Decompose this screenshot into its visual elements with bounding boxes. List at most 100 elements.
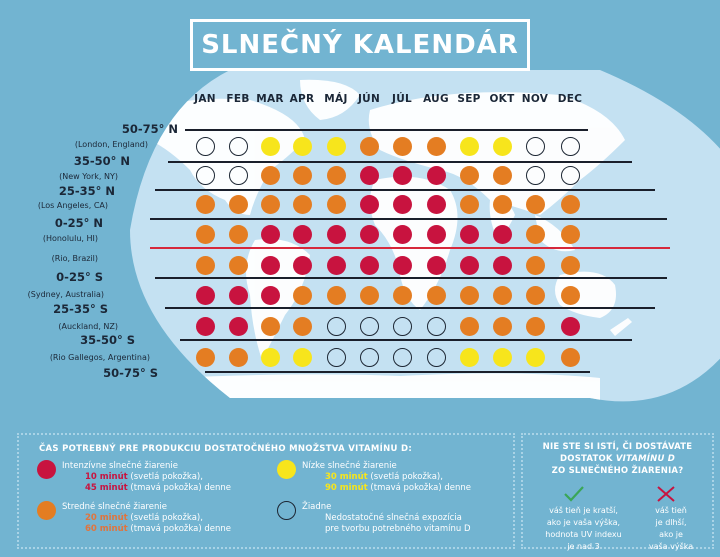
latitude-line [155, 277, 667, 279]
legend-detail: (svetlá pokožka), [127, 472, 203, 482]
sun-level-dot-medium [359, 285, 379, 305]
sun-level-dot-intense [228, 285, 248, 305]
latitude-line [180, 339, 632, 341]
sun-level-dot-intense [560, 316, 580, 336]
sun-level-dot-medium [426, 136, 446, 156]
month-label: JÚN [357, 93, 381, 105]
sun-level-dot-none [392, 316, 412, 336]
sun-level-dot-medium [260, 316, 280, 336]
sun-level-dot-medium [195, 347, 215, 367]
sun-level-dot-medium [560, 347, 580, 367]
month-label: OKT [489, 93, 515, 105]
latitude-label: 35-50° S [80, 333, 135, 347]
land-new-zealand [610, 318, 632, 336]
sun-level-dot-none [426, 347, 446, 367]
tip-title-line2-b: VITAMÍNU D [615, 454, 675, 464]
sun-level-dot-medium [359, 136, 379, 156]
sun-level-dot-intense [326, 255, 346, 275]
tip-yes-line: je nad 3 [567, 542, 600, 551]
tip-title-line3: ZO SLNEČNÉHO ŽIARENIA? [551, 466, 684, 476]
tip-yes-line: ako je vaša výška, [546, 518, 621, 527]
land-greenland [300, 79, 360, 120]
sun-level-dot-intense [292, 224, 312, 244]
month-label: SEP [457, 93, 481, 105]
legend-detail-line: 60 minút (tmavá pokožka) denne [85, 524, 231, 534]
sun-level-dot-medium [525, 224, 545, 244]
sun-level-dot-medium [560, 194, 580, 214]
latitude-line [185, 129, 588, 131]
sun-level-dot-medium [292, 165, 312, 185]
latitude-label: 35-50° N [73, 154, 130, 168]
sun-level-dot-intense [392, 194, 412, 214]
sun-level-dot-medium [228, 255, 248, 275]
month-label: DEC [557, 93, 583, 105]
legend-detail-line: 10 minút (svetlá pokožka), [85, 472, 203, 482]
sun-level-dot-intense [426, 224, 446, 244]
sun-level-dot-none [525, 165, 545, 185]
page-title: SLNEČNÝ KALENDÁR [201, 30, 519, 60]
cross-icon [657, 486, 675, 502]
legend-time: 20 minút [85, 513, 128, 523]
tip-title-line2: DOSTATOK VITAMÍNU D [523, 453, 712, 465]
legend-detail-line: 45 minút (tmavá pokožka) denne [85, 483, 231, 493]
month-label: FEB [226, 93, 250, 105]
sun-level-dot-low [492, 347, 512, 367]
month-label: MÁJ [324, 93, 348, 105]
latitude-line [165, 307, 655, 309]
sun-level-dot-low [492, 136, 512, 156]
legend-detail-line: 30 minút (svetlá pokožka), [325, 472, 443, 482]
sun-level-dot-intense [326, 224, 346, 244]
sun-level-dot-medium [459, 285, 479, 305]
sun-level-dot-medium [228, 194, 248, 214]
sun-level-dot-medium [260, 165, 280, 185]
latitude-line [150, 218, 667, 220]
sun-level-dot-medium [195, 194, 215, 214]
sun-level-dot-intense [260, 224, 280, 244]
sun-level-dot-intense [392, 224, 412, 244]
legend-time: 30 minút [325, 472, 368, 482]
city-label: (Rio Gallegos, Argentina) [49, 353, 150, 362]
sun-level-dot-low [260, 136, 280, 156]
sun-level-dot-medium [525, 285, 545, 305]
tip-box: NIE STE SI ISTÍ, ČI DOSTÁVATE DOSTATOK V… [521, 433, 714, 551]
sun-level-dot-intense [260, 255, 280, 275]
legend-label: Žiadne [302, 502, 332, 512]
month-label: JAN [194, 93, 216, 105]
sun-level-dot-intense [359, 194, 379, 214]
sun-level-dot-intense [492, 255, 512, 275]
sun-level-dot-intense [359, 165, 379, 185]
sun-level-dot-none [392, 347, 412, 367]
sun-level-dot-intense [492, 224, 512, 244]
sun-level-dot-intense [260, 285, 280, 305]
sun-level-dot-medium [525, 194, 545, 214]
legend-time: 60 minút [85, 524, 128, 534]
sun-level-dot-intense [228, 316, 248, 336]
sun-level-dot-intense [459, 255, 479, 275]
sun-level-dot-medium [392, 285, 412, 305]
tip-no-line: váš tieň [655, 506, 687, 515]
sun-level-dot-low [525, 347, 545, 367]
legend-dot-intense [37, 460, 56, 479]
latitude-label: 25-35° S [53, 302, 108, 316]
city-label: (Honolulu, HI) [42, 234, 98, 243]
month-label: JÚL [391, 93, 413, 105]
tip-title-line2-a: DOSTATOK [560, 454, 616, 464]
tip-yes-line: váš tieň je kratší, [549, 506, 618, 515]
tip-no-line: vaša výška [648, 542, 694, 551]
sun-level-dot-low [326, 136, 346, 156]
sun-level-dot-medium [292, 285, 312, 305]
sun-level-dot-medium [326, 285, 346, 305]
sun-level-dot-none [195, 165, 215, 185]
legend-dot-none [277, 501, 296, 520]
latitude-label: 0-25° S [56, 270, 103, 284]
legend-time: 10 minút [85, 472, 128, 482]
legend-label: Nízke slnečné žiarenie [302, 461, 397, 471]
sun-level-dot-medium [426, 285, 446, 305]
land-north-america [150, 98, 305, 215]
sun-level-dot-medium [326, 194, 346, 214]
tip-title-line1: NIE STE SI ISTÍ, ČI DOSTÁVATE [542, 442, 693, 452]
legend-dot-medium [37, 501, 56, 520]
tip-no-text: váš tieň je dlhší, ako je vaša výška [636, 505, 706, 553]
legend-detail: (svetlá pokožka), [367, 472, 443, 482]
sun-level-dot-low [260, 347, 280, 367]
